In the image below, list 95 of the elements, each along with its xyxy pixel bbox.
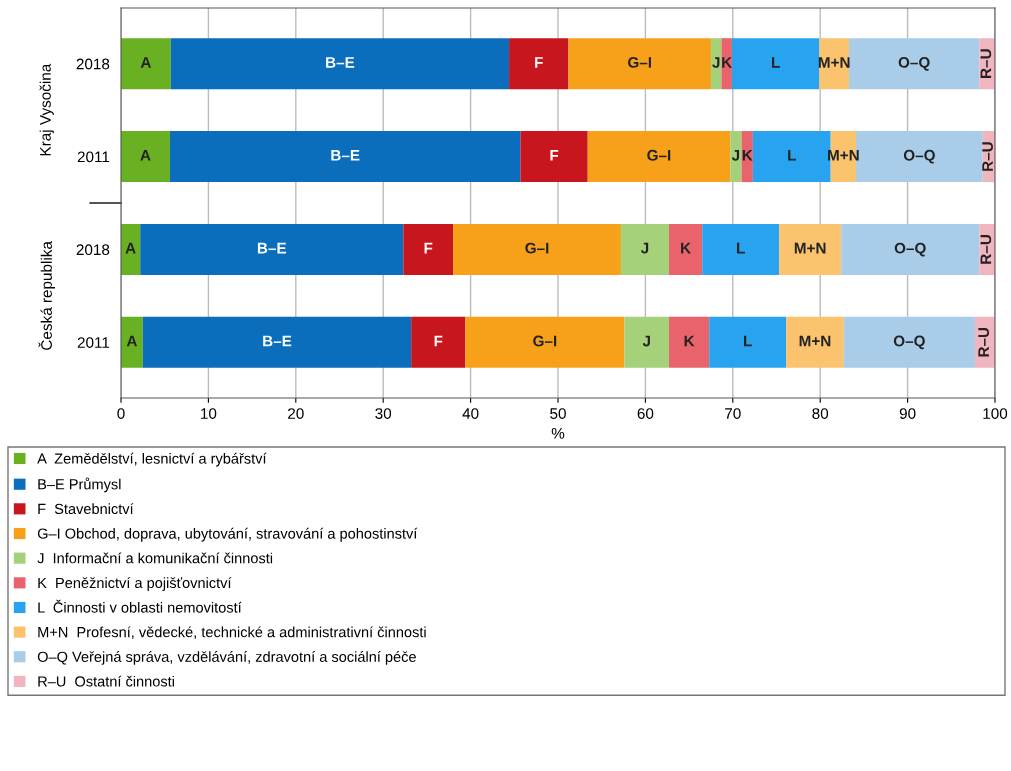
- bar: [170, 38, 510, 90]
- bar: [520, 131, 588, 183]
- x-tick-label: 80: [812, 408, 829, 419]
- x-tick-label: 50: [550, 408, 566, 419]
- bar: [730, 131, 742, 183]
- bar: [509, 38, 569, 90]
- bar: [568, 38, 711, 90]
- data-label: O–Q: [893, 335, 925, 350]
- bar: [669, 316, 710, 368]
- data-label: A: [126, 335, 138, 347]
- data-label: L: [771, 57, 780, 68]
- x-tick-label: 70: [725, 408, 741, 419]
- legend-label: O–Q Veřejná správa, vzdělávání, zdravotní a sociální péče: [37, 651, 416, 665]
- data-label: K: [684, 335, 695, 347]
- data-label: G–I: [533, 335, 557, 347]
- bar: [453, 223, 621, 275]
- x-tick-label: 0: [117, 408, 125, 419]
- data-label: J: [640, 242, 649, 254]
- bar: [786, 316, 844, 368]
- x-tick-label: 100: [983, 408, 1008, 419]
- data-label: A: [125, 242, 136, 254]
- data-label: B–E: [257, 242, 287, 254]
- data-label: K: [722, 57, 733, 68]
- data-label: B–E: [326, 57, 355, 68]
- data-label: G–I: [525, 242, 549, 254]
- data-label: K: [681, 242, 691, 254]
- y-tick-label: 2011: [77, 151, 110, 163]
- data-label: O–Q: [903, 149, 935, 164]
- y-tick-label: 2011: [77, 337, 110, 348]
- bar: [587, 131, 731, 183]
- bar: [403, 223, 454, 275]
- data-label: F: [424, 242, 433, 254]
- data-label: A: [140, 57, 152, 68]
- data-label: A: [140, 150, 151, 161]
- data-label: J: [712, 57, 720, 68]
- bar: [731, 38, 820, 90]
- bar: [121, 38, 171, 90]
- bar: [624, 316, 669, 368]
- data-label: L: [788, 150, 796, 161]
- bar: [849, 38, 980, 90]
- data-label: R–U: [980, 235, 992, 264]
- bar: [411, 316, 466, 368]
- x-tick-label: 60: [637, 408, 654, 419]
- legend-label: J Informační a komunikační činnosti: [37, 552, 273, 564]
- data-label: J: [642, 335, 650, 347]
- bar: [140, 223, 404, 275]
- bar: [709, 316, 787, 368]
- data-label: B–E: [331, 150, 360, 161]
- data-label: F: [550, 150, 559, 161]
- legend-label: G–I Obchod, doprava, ubytování, stravování a pohostinství: [37, 527, 418, 542]
- y-tick-label: 2018: [76, 244, 110, 256]
- x-tick-label: 40: [462, 408, 479, 419]
- data-label: M+N: [799, 335, 831, 347]
- bar: [620, 223, 669, 275]
- legend-label: R–U Ostatní činnosti: [38, 675, 174, 687]
- bar: [702, 223, 780, 275]
- data-label: O–Q: [898, 57, 930, 71]
- data-label: R–U: [982, 142, 993, 171]
- data-label: G–I: [647, 149, 671, 161]
- data-label: G–I: [628, 57, 652, 68]
- x-tick-label: 10: [201, 408, 217, 419]
- legend-label: M+N Profesní, vědecké, technické a administrativní činnosti: [38, 626, 426, 639]
- bar: [721, 38, 732, 90]
- legend-label: K Peněžnictví a pojišťovnictví: [38, 577, 232, 591]
- y-tick-label: 2018: [76, 58, 110, 70]
- data-label: F: [434, 335, 443, 347]
- text: Česká republika: [38, 241, 55, 350]
- bar: [669, 223, 703, 275]
- data-label: R–U: [978, 327, 990, 357]
- bar: [465, 316, 625, 368]
- text: Kraj Vysočina: [39, 63, 54, 156]
- data-label: F: [535, 57, 543, 68]
- data-label: B–E: [263, 335, 292, 347]
- data-label: R–U: [980, 49, 992, 78]
- data-label: O–Q: [894, 242, 926, 257]
- bar: [142, 316, 412, 368]
- data-label: K: [742, 150, 753, 161]
- legend-label: F Stavebnictví: [38, 503, 134, 515]
- x-tick-label: 30: [375, 408, 392, 419]
- legend-label: L Činnosti v oblasti nemovitostí: [38, 599, 242, 613]
- bar: [121, 131, 170, 183]
- data-label: L: [744, 335, 752, 347]
- bar: [843, 316, 975, 368]
- x-tick-label: 90: [899, 408, 916, 419]
- x-tick-label: 20: [288, 408, 304, 419]
- bar: [169, 131, 521, 183]
- x-axis-title: %: [551, 427, 565, 439]
- data-label: M+N: [794, 242, 826, 254]
- legend-label: A Zemědělství, lesnictví a rybářství: [37, 452, 267, 467]
- bar: [841, 223, 980, 275]
- legend-label: B–E Průmysl: [38, 477, 121, 493]
- bar: [779, 223, 842, 275]
- bar: [121, 316, 143, 368]
- data-label: J: [731, 150, 740, 161]
- data-label: L: [737, 242, 745, 254]
